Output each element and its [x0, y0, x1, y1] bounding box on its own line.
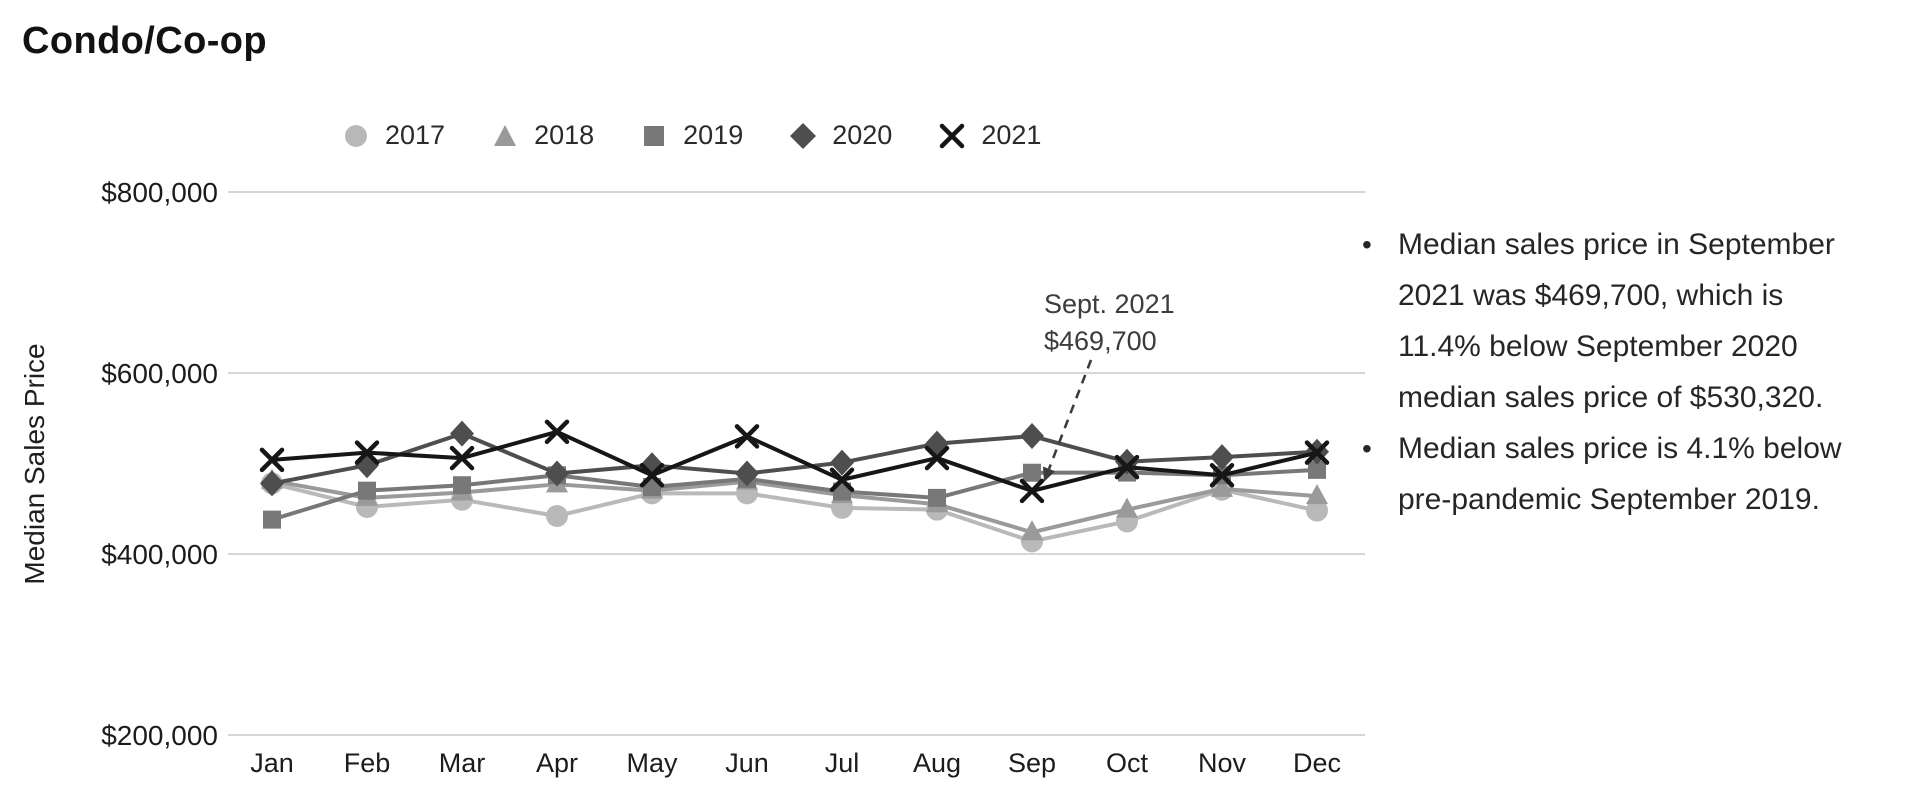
legend-label: 2018	[534, 120, 595, 150]
marker-2019-Jan	[263, 510, 281, 529]
marker-2021-Jul	[829, 467, 855, 493]
marker-2021-Feb	[354, 440, 380, 465]
x-tick-label-Feb: Feb	[344, 748, 391, 778]
x-icon	[940, 123, 965, 148]
annotation: Sept. 2021 $469,700	[1044, 286, 1175, 360]
bullet-icon: •	[1362, 433, 1372, 464]
marker-2021-Mar	[449, 445, 475, 471]
series-line-2020	[271, 431, 1318, 486]
x-tick-label-Oct: Oct	[1106, 748, 1149, 778]
x-tick-label-May: May	[626, 748, 678, 778]
marker-2021-Dec	[1304, 440, 1330, 465]
x-tick-label-Dec: Dec	[1293, 748, 1341, 778]
x-tick-label-Mar: Mar	[439, 748, 486, 778]
x-tick-label-Jun: Jun	[725, 748, 769, 778]
marker-2021-Nov	[1209, 463, 1235, 488]
y-axis-title: Median Sales Price	[19, 343, 50, 584]
marker-2021-Jun	[734, 424, 760, 449]
marker-2021-May	[639, 463, 665, 488]
notes-list: • Median sales price in September 2021 wa…	[1360, 219, 1880, 525]
legend-item-2021: 2021	[938, 120, 1041, 151]
marker-2019-Sep	[1023, 463, 1041, 482]
marker-2018-Nov	[1211, 476, 1233, 497]
annotation-arrow-line	[1047, 359, 1093, 470]
legend-item-2019: 2019	[640, 120, 743, 151]
marker-2020-Feb	[355, 452, 379, 479]
marker-2019-Dec	[1308, 460, 1326, 479]
marker-2020-Jul	[830, 449, 854, 476]
page-title: Condo/Co-op	[22, 20, 267, 62]
note-bullet-1: • Median sales price in September 2021 wa…	[1360, 219, 1880, 423]
legend: 2017 2018 2019 2020 2021	[342, 120, 1041, 151]
marker-2019-Aug	[928, 488, 946, 507]
note-text: Median sales price is 4.1% below pre-pan…	[1398, 432, 1842, 516]
x-tick-label-Jul: Jul	[825, 748, 860, 778]
x-tick-label-Apr: Apr	[536, 748, 578, 778]
marker-2019-Feb	[358, 481, 376, 500]
square-icon	[644, 125, 665, 146]
y-tick-label-200000: $200,000	[101, 720, 218, 751]
annotation-line2: $469,700	[1044, 326, 1157, 356]
legend-item-2017: 2017	[342, 120, 445, 151]
legend-label: 2021	[981, 120, 1042, 150]
marker-2020-Jun	[735, 460, 759, 487]
note-text: Median sales price in September 2021 was…	[1398, 228, 1835, 414]
circle-icon	[345, 124, 367, 147]
marker-2021-Oct	[1114, 454, 1140, 480]
x-tick-label-Sep: Sep	[1008, 748, 1056, 778]
marker-2020-Apr	[545, 460, 569, 487]
marker-2020-Nov	[1210, 444, 1234, 471]
note-bullet-2: • Median sales price is 4.1% below pre-pa…	[1360, 423, 1880, 525]
legend-item-2020: 2020	[789, 120, 892, 151]
legend-label: 2017	[385, 120, 446, 150]
legend-label: 2020	[832, 120, 893, 150]
y-tick-label-400000: $400,000	[101, 539, 218, 570]
marker-2020-Sep	[1020, 423, 1044, 450]
series-line-2017	[271, 481, 1318, 544]
marker-2021-Sep	[1019, 478, 1045, 504]
annotation-line1: Sept. 2021	[1044, 289, 1175, 319]
series-line-2018	[271, 478, 1318, 535]
marker-2017-Dec	[1306, 499, 1328, 522]
y-tick-label-600000: $600,000	[101, 358, 218, 389]
x-tick-label-Nov: Nov	[1198, 748, 1247, 778]
series-line-2019	[271, 467, 1318, 522]
y-tick-label-800000: $800,000	[101, 177, 218, 208]
marker-2017-Apr	[546, 504, 568, 527]
x-tick-label-Aug: Aug	[913, 748, 961, 778]
marker-2019-Mar	[453, 476, 471, 495]
marker-2020-Jan	[260, 470, 284, 497]
x-tick-label-Jan: Jan	[250, 748, 294, 778]
legend-item-2018: 2018	[491, 120, 594, 151]
bullet-icon: •	[1362, 229, 1372, 260]
legend-label: 2019	[683, 120, 744, 150]
marker-2021-Apr	[544, 419, 570, 445]
marker-2018-Sep	[1021, 520, 1043, 541]
marker-2018-Dec	[1306, 484, 1328, 505]
marker-2021-Jan	[259, 447, 285, 473]
annotation-arrowhead	[1042, 466, 1056, 482]
marker-2021-Aug	[924, 445, 950, 471]
marker-2020-Mar	[450, 420, 474, 447]
marker-2018-Oct	[1116, 497, 1138, 518]
triangle-icon	[494, 124, 517, 146]
diamond-icon	[790, 122, 817, 149]
series-line-2021	[271, 429, 1318, 493]
